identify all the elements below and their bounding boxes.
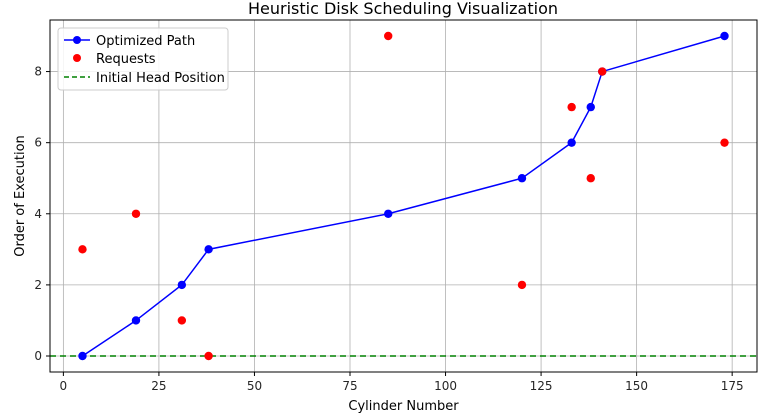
chart-title: Heuristic Disk Scheduling Visualization bbox=[248, 0, 558, 18]
legend-optimized-path-marker bbox=[73, 36, 81, 44]
request-point bbox=[384, 31, 393, 41]
legend-optimized-path-label: Optimized Path bbox=[96, 34, 195, 49]
x-tick-label: 125 bbox=[530, 379, 553, 393]
optimized-path-point bbox=[131, 316, 141, 325]
optimized-path-point bbox=[720, 31, 729, 41]
optimized-path-point bbox=[384, 209, 393, 218]
legend-requests-marker bbox=[73, 54, 81, 62]
request-point bbox=[586, 174, 595, 183]
legend-box bbox=[57, 27, 229, 91]
request-point bbox=[204, 351, 213, 361]
request-point bbox=[720, 138, 729, 147]
y-axis-label: Order of Execution bbox=[13, 135, 28, 257]
legend-requests-label: Requests bbox=[96, 52, 156, 67]
plot-frame bbox=[49, 19, 758, 373]
legend: Optimized Path Requests Initial Head Pos… bbox=[57, 27, 229, 91]
optimized-path-point bbox=[78, 351, 87, 361]
optimized-path-point bbox=[204, 245, 213, 254]
request-point bbox=[567, 102, 576, 112]
optimized-path-point bbox=[586, 102, 595, 112]
y-tick-label: 6 bbox=[34, 136, 42, 150]
optimized-path-point bbox=[567, 138, 576, 147]
request-point bbox=[598, 67, 607, 76]
y-tick-label: 4 bbox=[34, 207, 42, 221]
plot-series bbox=[50, 31, 757, 361]
x-tick-label: 175 bbox=[721, 379, 744, 393]
y-tick-label: 8 bbox=[34, 65, 42, 79]
optimized-path-line bbox=[82, 35, 725, 357]
optimized-path-point bbox=[177, 280, 187, 290]
y-tick-label: 2 bbox=[34, 278, 42, 292]
x-tick-label: 0 bbox=[60, 379, 68, 393]
x-tick-label: 100 bbox=[434, 379, 457, 393]
request-point bbox=[131, 209, 141, 218]
request-point bbox=[177, 316, 187, 325]
x-tick-label: 25 bbox=[151, 379, 166, 393]
x-axis-label: Cylinder Number bbox=[348, 399, 459, 414]
legend-initial-head-label: Initial Head Position bbox=[96, 71, 225, 86]
request-point bbox=[517, 280, 527, 290]
x-ticks: 0 25 50 75 100 125 150 175 bbox=[60, 372, 744, 393]
x-tick-label: 50 bbox=[247, 379, 262, 393]
optimized-path-point bbox=[517, 174, 527, 183]
x-tick-label: 75 bbox=[342, 379, 357, 393]
request-point bbox=[78, 245, 87, 254]
y-ticks: 0 2 4 6 8 bbox=[34, 65, 50, 363]
y-tick-label: 0 bbox=[34, 349, 42, 363]
x-tick-label: 150 bbox=[625, 379, 648, 393]
